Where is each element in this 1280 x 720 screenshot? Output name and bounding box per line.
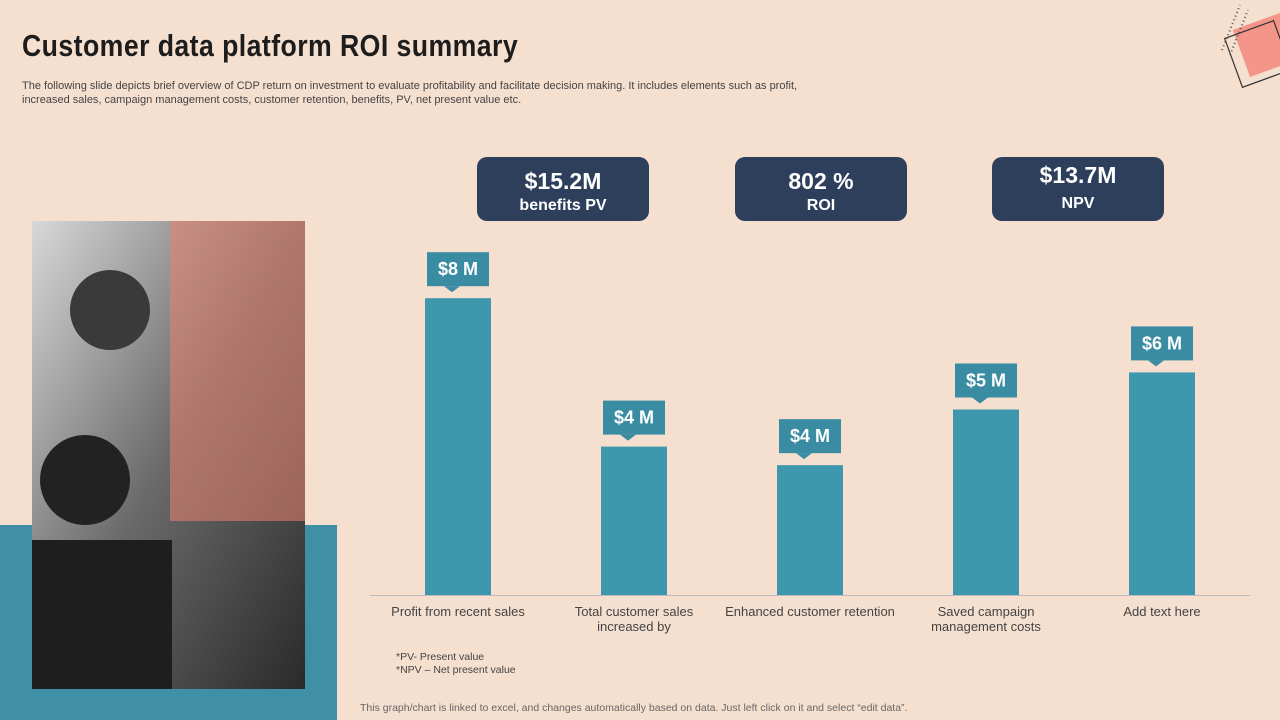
- decoration: [1221, 4, 1280, 89]
- note: *NPV – Net present value: [396, 664, 516, 676]
- callout-pointer: [444, 286, 460, 293]
- x-tick-label: Add text here: [1123, 604, 1201, 619]
- value-label: $4 M: [614, 408, 654, 428]
- value-label: $6 M: [1142, 333, 1182, 353]
- title: Customer data platform ROI summary: [22, 28, 519, 63]
- callout-pointer: [796, 453, 812, 460]
- footer: This graph/chart is linked to excel, and…: [360, 702, 908, 714]
- value-label: $8 M: [438, 259, 478, 279]
- x-tick-label: Saved campaign management costs: [931, 604, 1041, 634]
- kpi-value: $15.2M: [524, 168, 602, 194]
- photo-tint: [170, 221, 305, 521]
- photo-figure: [70, 270, 150, 350]
- kpi-value: $13.7M: [1039, 162, 1117, 188]
- note: *PV- Present value: [396, 651, 485, 663]
- kpi-card: 802 % ROI: [735, 157, 907, 221]
- value-label: $5 M: [966, 371, 1006, 391]
- description: The following slide depicts brief overvi…: [22, 80, 798, 106]
- kpi-label: ROI: [806, 197, 836, 214]
- value-callout: [779, 419, 841, 454]
- photo-figure: [40, 435, 130, 525]
- bar: [1129, 372, 1195, 595]
- value-callout: [955, 363, 1017, 398]
- photo-figure: [32, 540, 172, 689]
- callout-pointer: [620, 434, 636, 441]
- kpi-card: $13.7M NPV: [992, 157, 1164, 221]
- bar: [425, 298, 491, 595]
- bar: [777, 465, 843, 595]
- value-label: $4 M: [790, 426, 830, 446]
- kpi-card: $15.2M benefits PV: [477, 157, 649, 221]
- value-callout: [1131, 326, 1193, 361]
- kpi-label: NPV: [1061, 195, 1095, 212]
- kpi-value: 802 %: [788, 168, 854, 194]
- bar: [601, 446, 667, 595]
- x-tick-label: Enhanced customer retention: [725, 604, 895, 619]
- value-callout: [427, 252, 489, 287]
- callout-pointer: [1148, 360, 1164, 367]
- x-tick-label: Total customer sales increased by: [574, 604, 694, 634]
- kpi-label: benefits PV: [519, 197, 607, 214]
- callout-pointer: [972, 397, 988, 404]
- bar: [953, 409, 1019, 595]
- x-tick-label: Profit from recent sales: [391, 604, 525, 619]
- value-callout: [603, 400, 665, 435]
